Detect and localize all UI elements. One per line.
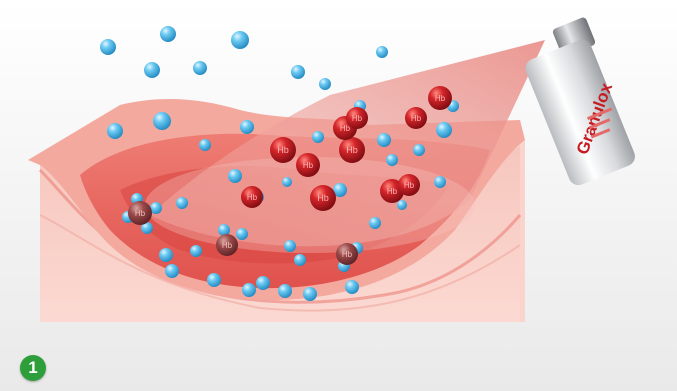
hemoglobin-label: Hb [247,193,258,202]
oxygen-molecule [236,228,248,240]
spray-can-label-line [587,107,613,121]
oxygen-molecule [386,154,398,166]
oxygen-molecule [397,200,407,210]
oxygen-molecule [193,61,207,75]
oxygen-molecule [207,273,221,287]
hemoglobin-label: Hb [340,124,351,133]
hemoglobin-label: Hb [222,241,233,250]
oxygen-molecule [160,26,176,42]
tissue-block-front-face [40,145,520,322]
oxygen-molecule [312,131,324,143]
oxygen-molecule [376,46,388,58]
oxygen-molecule [153,112,171,130]
oxygen-molecule [141,222,153,234]
hemoglobin-molecule [346,107,368,129]
oxygen-molecule [150,202,162,214]
oxygen-molecule [303,287,317,301]
oxygen-molecule [256,276,270,290]
oxygen-molecule [345,280,359,294]
hemoglobin-molecule [310,185,336,211]
oxygen-molecule [413,144,425,156]
hemoglobin-molecule [128,201,152,225]
hemoglobin-molecule [339,137,365,163]
oxygen-molecule [434,176,446,188]
hemoglobin-label: Hb [387,187,398,196]
tissue-layer-line [39,214,521,312]
hemoglobin-molecule [428,86,452,110]
hemoglobin-label: Hb [342,250,353,259]
oxygen-molecule [333,183,347,197]
oxygen-molecule [218,224,230,236]
oxygen-molecule [319,78,331,90]
hemoglobin-label: Hb [277,145,289,155]
hemoglobin-label: Hb [352,114,363,123]
hemoglobin-label: Hb [317,193,329,203]
hemoglobin-molecule [405,107,427,129]
oxygen-molecule [291,65,305,79]
oxygen-molecule [144,62,160,78]
oxygen-molecule [176,197,188,209]
hemoglobin-label: Hb [411,114,422,123]
spray-can-label-line [590,128,611,139]
hemoglobin-molecule [296,153,320,177]
spray-can-label-line [588,118,611,130]
hemoglobin-label: Hb [404,181,415,190]
oxygen-molecule [190,245,202,257]
hemoglobin-molecule [270,137,296,163]
hemoglobin-label: Hb [135,209,146,218]
oxygen-molecule [240,120,254,134]
oxygen-molecule [107,123,123,139]
hemoglobin-molecule [336,243,358,265]
oxygen-molecule [284,240,296,252]
oxygen-molecule [159,248,173,262]
hemoglobin-molecule [398,174,420,196]
oxygen-molecule [294,254,306,266]
spray-can-body [525,39,635,186]
hemoglobin-label: Hb [346,145,358,155]
hemoglobin-label: Hb [435,94,446,103]
step-number-badge: 1 [20,355,46,381]
oxygen-molecule [436,122,452,138]
oxygen-molecule [369,217,381,229]
oxygen-molecule [282,177,292,187]
hemoglobin-molecule [241,186,263,208]
oxygen-molecule [100,39,116,55]
hemoglobin-label: Hb [303,161,314,170]
spray-can: Granulox [525,17,635,186]
oxygen-molecule [231,31,249,49]
hemoglobin-molecule [216,234,238,256]
oxygen-molecule [165,264,179,278]
oxygen-molecule [228,169,242,183]
oxygen-molecule [278,284,292,298]
oxygen-molecule [242,283,256,297]
oxygen-molecule [377,133,391,147]
oxygen-molecule [199,139,211,151]
